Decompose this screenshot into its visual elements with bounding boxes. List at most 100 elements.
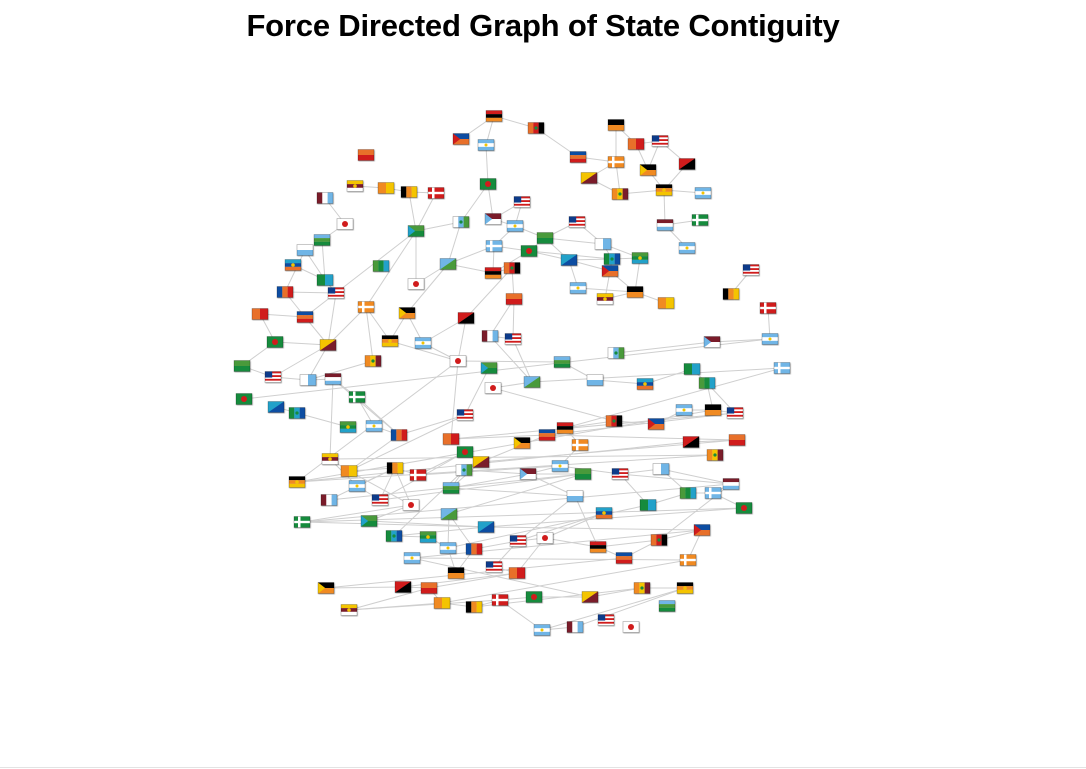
flag-node[interactable]: [313, 234, 331, 246]
flag-node[interactable]: [364, 355, 382, 367]
flag-node[interactable]: [506, 220, 524, 232]
flag-node[interactable]: [676, 582, 694, 594]
flag-node[interactable]: [728, 434, 746, 446]
flag-node[interactable]: [679, 487, 697, 499]
flag-node[interactable]: [759, 302, 777, 314]
flag-node[interactable]: [536, 232, 554, 244]
flag-node[interactable]: [491, 594, 509, 606]
flag-node[interactable]: [319, 339, 337, 351]
flag-node[interactable]: [447, 567, 465, 579]
flag-node[interactable]: [742, 264, 760, 276]
flag-node[interactable]: [520, 245, 538, 257]
flag-node[interactable]: [636, 378, 654, 390]
flag-node[interactable]: [439, 542, 457, 554]
flag-node[interactable]: [538, 429, 556, 441]
flag-node[interactable]: [527, 122, 545, 134]
flag-node[interactable]: [477, 139, 495, 151]
flag-node[interactable]: [694, 187, 712, 199]
flag-node[interactable]: [504, 333, 522, 345]
flag-node[interactable]: [320, 494, 338, 506]
flag-node[interactable]: [465, 543, 483, 555]
flag-node[interactable]: [647, 418, 665, 430]
flag-node[interactable]: [481, 330, 499, 342]
flag-node[interactable]: [525, 591, 543, 603]
flag-node[interactable]: [316, 192, 334, 204]
flag-node[interactable]: [484, 213, 502, 225]
flag-node[interactable]: [233, 360, 251, 372]
flag-node[interactable]: [293, 516, 311, 528]
flag-node[interactable]: [503, 262, 521, 274]
flag-node[interactable]: [553, 356, 571, 368]
flag-node[interactable]: [477, 521, 495, 533]
flag-node[interactable]: [698, 377, 716, 389]
flag-node[interactable]: [386, 462, 404, 474]
flag-node[interactable]: [761, 333, 779, 345]
flag-node[interactable]: [657, 297, 675, 309]
flag-node[interactable]: [479, 178, 497, 190]
flag-node[interactable]: [560, 254, 578, 266]
flag-node[interactable]: [327, 287, 345, 299]
flag-node[interactable]: [457, 312, 475, 324]
flag-node[interactable]: [679, 554, 697, 566]
flag-node[interactable]: [296, 311, 314, 323]
flag-node[interactable]: [480, 362, 498, 374]
flag-node[interactable]: [407, 225, 425, 237]
flag-node[interactable]: [346, 180, 364, 192]
flag-node[interactable]: [622, 621, 640, 633]
flag-node[interactable]: [336, 218, 354, 230]
flag-node[interactable]: [348, 391, 366, 403]
flag-node[interactable]: [266, 336, 284, 348]
flag-node[interactable]: [409, 469, 427, 481]
flag-node[interactable]: [299, 374, 317, 386]
flag-node[interactable]: [594, 238, 612, 250]
flag-node[interactable]: [611, 468, 629, 480]
flag-node[interactable]: [556, 422, 574, 434]
flag-node[interactable]: [456, 409, 474, 421]
flag-node[interactable]: [456, 446, 474, 458]
flag-node[interactable]: [523, 376, 541, 388]
flag-node[interactable]: [317, 582, 335, 594]
flag-node[interactable]: [505, 293, 523, 305]
flag-node[interactable]: [288, 407, 306, 419]
flag-node[interactable]: [586, 374, 604, 386]
flag-node[interactable]: [403, 552, 421, 564]
flag-node[interactable]: [442, 433, 460, 445]
flag-node[interactable]: [569, 151, 587, 163]
flag-node[interactable]: [340, 604, 358, 616]
flag-node[interactable]: [251, 308, 269, 320]
flag-node[interactable]: [569, 282, 587, 294]
flag-node[interactable]: [706, 449, 724, 461]
flag-node[interactable]: [509, 535, 527, 547]
flag-node[interactable]: [627, 138, 645, 150]
flag-node[interactable]: [402, 499, 420, 511]
flag-node[interactable]: [722, 288, 740, 300]
flag-node[interactable]: [513, 196, 531, 208]
flag-node[interactable]: [658, 600, 676, 612]
flag-node[interactable]: [607, 119, 625, 131]
flag-node[interactable]: [284, 259, 302, 271]
flag-node[interactable]: [639, 499, 657, 511]
flag-node[interactable]: [675, 404, 693, 416]
flag-node[interactable]: [655, 184, 673, 196]
flag-node[interactable]: [365, 420, 383, 432]
flag-node[interactable]: [566, 621, 584, 633]
flag-node[interactable]: [581, 591, 599, 603]
flag-node[interactable]: [650, 534, 668, 546]
flag-node[interactable]: [394, 581, 412, 593]
flag-node[interactable]: [452, 216, 470, 228]
flag-node[interactable]: [385, 530, 403, 542]
flag-node[interactable]: [357, 301, 375, 313]
flag-node[interactable]: [589, 541, 607, 553]
flag-node[interactable]: [597, 614, 615, 626]
flag-node[interactable]: [678, 242, 696, 254]
flag-node[interactable]: [455, 464, 473, 476]
flag-node[interactable]: [377, 182, 395, 194]
flag-node[interactable]: [601, 265, 619, 277]
flag-node[interactable]: [321, 453, 339, 465]
flag-node[interactable]: [339, 421, 357, 433]
flag-node[interactable]: [605, 415, 623, 427]
flag-node[interactable]: [722, 478, 740, 490]
flag-node[interactable]: [449, 355, 467, 367]
flag-node[interactable]: [513, 437, 531, 449]
